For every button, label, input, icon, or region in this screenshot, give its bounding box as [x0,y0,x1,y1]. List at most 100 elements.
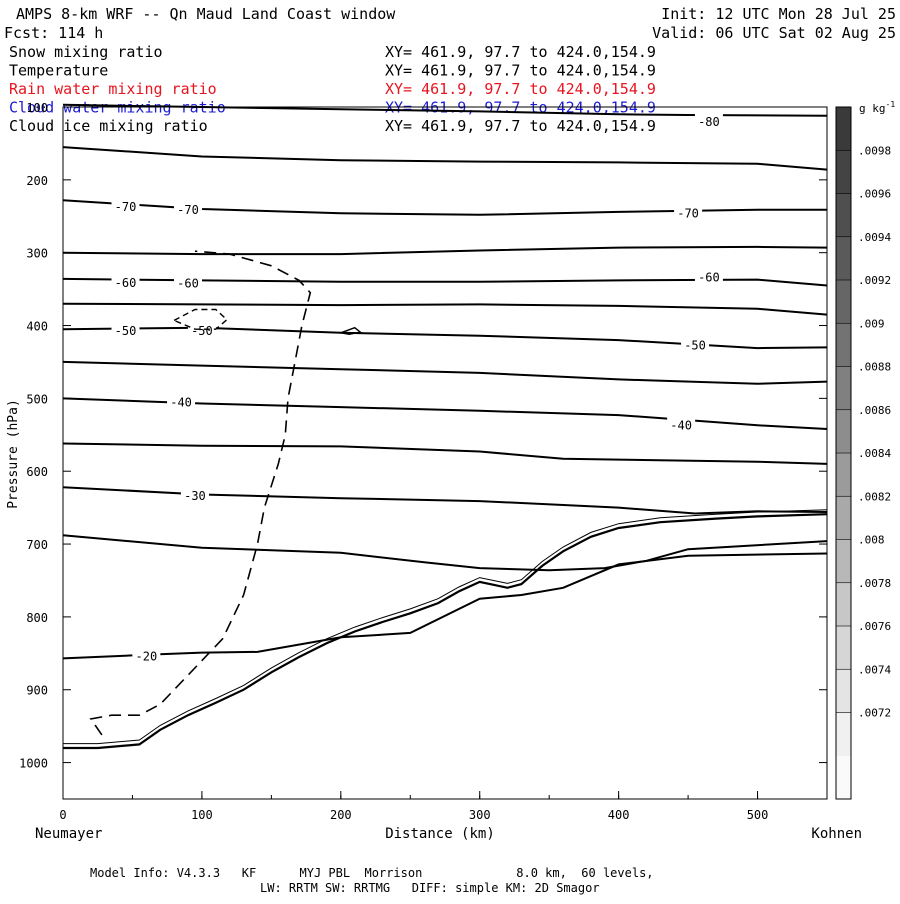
y-tick-label: 400 [26,320,48,334]
x-tick-label: 0 [59,808,66,822]
colorbar-level-label: .0074 [858,663,891,676]
model-info-line2: LW: RRTM SW: RRTMG DIFF: simple KM: 2D S… [260,881,600,895]
contour-label: -80 [698,115,720,129]
chart-title: AMPS 8-km WRF -- Qn Maud Land Coast wind… [16,5,396,23]
field-name-4: Cloud ice mixing ratio [9,117,208,135]
y-axis-label: Pressure (hPa) [6,399,21,509]
colorbar-swatch [836,150,851,194]
contour-label: -70 [115,200,137,214]
contour-label-bg [667,416,696,432]
colorbar-swatch [836,366,851,411]
contour-label-bg [111,273,140,289]
colorbar-swatch [836,712,851,757]
temperature-contour-9 [62,442,828,465]
contour-layer: -80 -70 -70 -70 -60 -60 -60 -50 -50 -50 -40 -40 -30 -… [62,103,828,750]
y-tick-label: 300 [26,247,48,261]
forecast-hour: Fcst: 114 h [4,24,103,42]
colorbar-swatch [836,539,851,584]
field-xy-0: XY= 461.9, 97.7 to 424.0,154.9 [385,43,656,61]
temperature-contour-8 [62,397,828,430]
temperature-contour-6 [62,326,828,350]
valid-time: Valid: 06 UTC Sat 02 Aug 25 [652,24,896,42]
colorbar-level-label: .0092 [858,274,891,287]
y-tick-label: 600 [26,465,48,479]
temperature-contour-7 [62,360,828,385]
field-legend: Snow mixing ratio XY= 461.9, 97.7 to 424.… [9,43,656,135]
contour-label-bg [681,336,710,352]
temperature-contour-3 [62,245,828,256]
x-axis-label: Distance (km) [385,826,495,842]
contour-label-bg [111,321,140,337]
colorbar-level-label: .0094 [858,231,891,244]
x-axis-right-label: Kohnen [811,826,862,842]
contour-label-bg [674,204,703,220]
colorbar-swatch [836,193,851,238]
colorbar-level-label: .009 [858,317,885,330]
contour-label-bg [167,393,196,409]
contour-label: -40 [670,419,692,433]
contour-label-bg [694,268,723,284]
colorbar-swatch [836,280,851,324]
contour-label: -70 [677,207,699,221]
colorbar-level-label: .008 [858,534,885,547]
colorbar-level-label: .0078 [858,577,891,590]
colorbar-swatch [836,582,851,627]
colorbar-level-label: .0072 [858,707,891,720]
contour-label: -20 [136,650,158,664]
field-name-1: Temperature [9,62,108,80]
terrain-outline-upper [63,509,828,745]
contour-label: -60 [698,271,720,285]
field-xy-2: XY= 461.9, 97.7 to 424.0,154.9 [385,80,656,98]
x-tick-label: 300 [469,808,491,822]
temperature-contour-12 [62,552,828,660]
colorbar-swatch [836,236,851,281]
colorbar-level-label: .0086 [858,404,891,417]
colorbar-swatch [836,669,851,713]
temperature-contour-10 [62,486,828,515]
contour-label: -60 [115,276,137,290]
colorbar-level-label: .0084 [858,447,891,460]
colorbar: .0098 .0096 .0094 .0092 .009 .0088 .0086 .0084.… [835,106,891,800]
contour-label: -50 [191,324,213,338]
colorbar-level-label: .0088 [858,361,891,374]
axes: 0 100 200 300 400 500 100 200 300 400 500 600 700 800… [19,101,828,822]
model-info-line1: Model Info: V4.3.3 KF MYJ PBL Morrison 8… [90,866,654,880]
colorbar-swatch [836,453,851,497]
field-xy-4: XY= 461.9, 97.7 to 424.0,154.9 [385,117,656,135]
field-name-2: Rain water mixing ratio [9,80,217,98]
contour-label: -30 [184,489,206,503]
contour-label-bg [694,112,723,128]
temperature-contour-1 [62,146,828,171]
y-tick-label: 1000 [19,757,48,771]
y-tick-label: 500 [26,392,48,406]
colorbar-swatch [836,496,851,540]
cloud-ice-contour [89,250,312,736]
colorbar-swatch [836,107,851,151]
contour-label-bg [174,274,203,290]
colorbar-level-label: .0082 [858,490,891,503]
y-tick-label: 200 [26,174,48,188]
x-tick-label: 400 [608,808,630,822]
y-tick-label: 900 [26,684,48,698]
colorbar-level-label: .0098 [858,144,891,157]
y-tick-label: 700 [26,538,48,552]
contour-label: -40 [170,395,192,409]
y-tick-label: 800 [26,611,48,625]
colorbar-swatch [836,755,851,800]
contour-label: -50 [684,338,706,352]
x-axis-left-label: Neumayer [35,826,102,842]
terrain-outline [63,513,828,750]
colorbar-unit: g kg-1 [859,100,895,115]
contour-label: -50 [115,324,137,338]
plot-frame [62,106,828,800]
contour-label-bg [132,647,161,663]
init-time: Init: 12 UTC Mon 28 Jul 25 [661,5,896,23]
contour-label-bg [174,200,203,216]
small-contour-1 [340,326,362,336]
colorbar-swatch [836,323,851,367]
colorbar-swatch [836,626,851,670]
contour-label-bg [111,198,140,214]
x-tick-label: 200 [330,808,352,822]
contour-label: -60 [177,277,199,291]
